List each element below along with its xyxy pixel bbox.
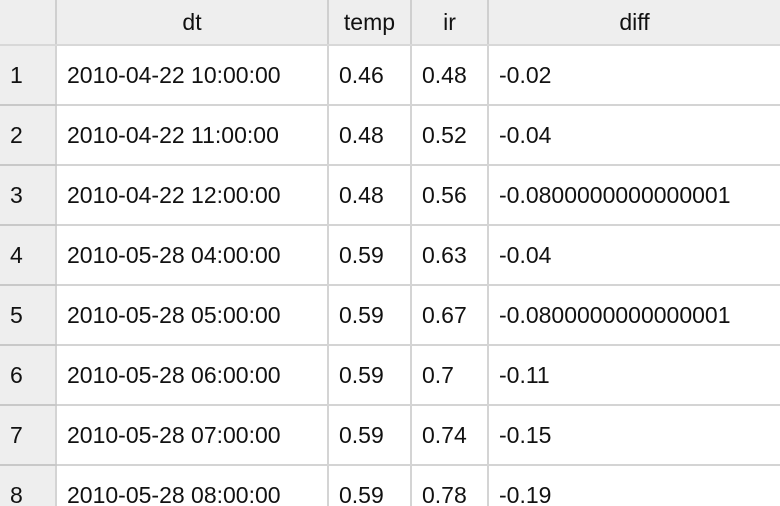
cell-dt[interactable]: 2010-05-28 06:00:00	[56, 345, 329, 406]
column-header-ir[interactable]: ir	[411, 0, 489, 46]
row-number: 4	[0, 225, 57, 286]
table-row[interactable]: 6 2010-05-28 06:00:00 0.59 0.7 -0.11	[0, 345, 780, 406]
corner-cell	[0, 0, 57, 46]
cell-temp[interactable]: 0.59	[328, 465, 412, 506]
cell-ir[interactable]: 0.52	[411, 105, 489, 166]
cell-diff[interactable]: -0.04	[488, 105, 780, 166]
cell-diff[interactable]: -0.19	[488, 465, 780, 506]
row-number: 5	[0, 285, 57, 346]
cell-ir[interactable]: 0.74	[411, 405, 489, 466]
table-body: 1 2010-04-22 10:00:00 0.46 0.48 -0.02 2 …	[0, 45, 780, 506]
cell-dt[interactable]: 2010-04-22 10:00:00	[56, 45, 329, 106]
cell-temp[interactable]: 0.48	[328, 105, 412, 166]
table-row[interactable]: 1 2010-04-22 10:00:00 0.46 0.48 -0.02	[0, 45, 780, 106]
cell-dt[interactable]: 2010-04-22 11:00:00	[56, 105, 329, 166]
column-header-diff[interactable]: diff	[488, 0, 780, 46]
cell-diff[interactable]: -0.02	[488, 45, 780, 106]
cell-diff[interactable]: -0.0800000000000001	[488, 285, 780, 346]
row-number: 8	[0, 465, 57, 506]
cell-temp[interactable]: 0.59	[328, 285, 412, 346]
table-row[interactable]: 2 2010-04-22 11:00:00 0.48 0.52 -0.04	[0, 105, 780, 166]
column-header-dt[interactable]: dt	[56, 0, 329, 46]
row-number: 7	[0, 405, 57, 466]
cell-temp[interactable]: 0.59	[328, 345, 412, 406]
row-number: 3	[0, 165, 57, 226]
cell-dt[interactable]: 2010-05-28 05:00:00	[56, 285, 329, 346]
cell-ir[interactable]: 0.56	[411, 165, 489, 226]
column-header-temp[interactable]: temp	[328, 0, 412, 46]
table-row[interactable]: 4 2010-05-28 04:00:00 0.59 0.63 -0.04	[0, 225, 780, 286]
cell-temp[interactable]: 0.48	[328, 165, 412, 226]
cell-ir[interactable]: 0.48	[411, 45, 489, 106]
table-row[interactable]: 7 2010-05-28 07:00:00 0.59 0.74 -0.15	[0, 405, 780, 466]
cell-dt[interactable]: 2010-05-28 04:00:00	[56, 225, 329, 286]
cell-ir[interactable]: 0.7	[411, 345, 489, 406]
cell-diff[interactable]: -0.15	[488, 405, 780, 466]
cell-ir[interactable]: 0.67	[411, 285, 489, 346]
cell-ir[interactable]: 0.63	[411, 225, 489, 286]
row-number: 6	[0, 345, 57, 406]
cell-dt[interactable]: 2010-05-28 07:00:00	[56, 405, 329, 466]
cell-ir[interactable]: 0.78	[411, 465, 489, 506]
cell-dt[interactable]: 2010-04-22 12:00:00	[56, 165, 329, 226]
table-row[interactable]: 5 2010-05-28 05:00:00 0.59 0.67 -0.08000…	[0, 285, 780, 346]
cell-temp[interactable]: 0.59	[328, 405, 412, 466]
table-row[interactable]: 8 2010-05-28 08:00:00 0.59 0.78 -0.19	[0, 465, 780, 506]
table-header: dt temp ir diff	[0, 0, 780, 46]
table-row[interactable]: 3 2010-04-22 12:00:00 0.48 0.56 -0.08000…	[0, 165, 780, 226]
cell-dt[interactable]: 2010-05-28 08:00:00	[56, 465, 329, 506]
row-number: 2	[0, 105, 57, 166]
row-number: 1	[0, 45, 57, 106]
cell-diff[interactable]: -0.0800000000000001	[488, 165, 780, 226]
cell-diff[interactable]: -0.11	[488, 345, 780, 406]
cell-diff[interactable]: -0.04	[488, 225, 780, 286]
cell-temp[interactable]: 0.59	[328, 225, 412, 286]
cell-temp[interactable]: 0.46	[328, 45, 412, 106]
